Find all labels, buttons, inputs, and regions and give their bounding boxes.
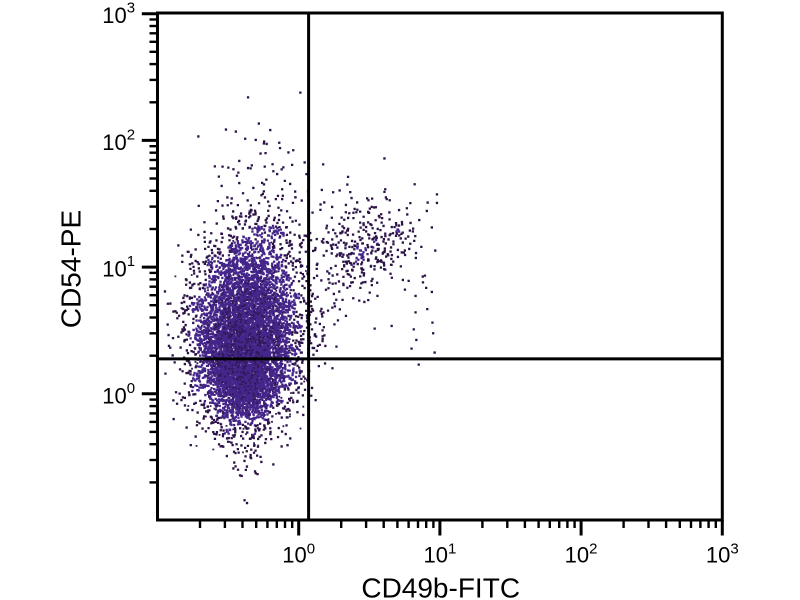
svg-text:CD49b-FITC: CD49b-FITC [361, 573, 520, 600]
svg-text:CD54-PE: CD54-PE [56, 210, 87, 328]
